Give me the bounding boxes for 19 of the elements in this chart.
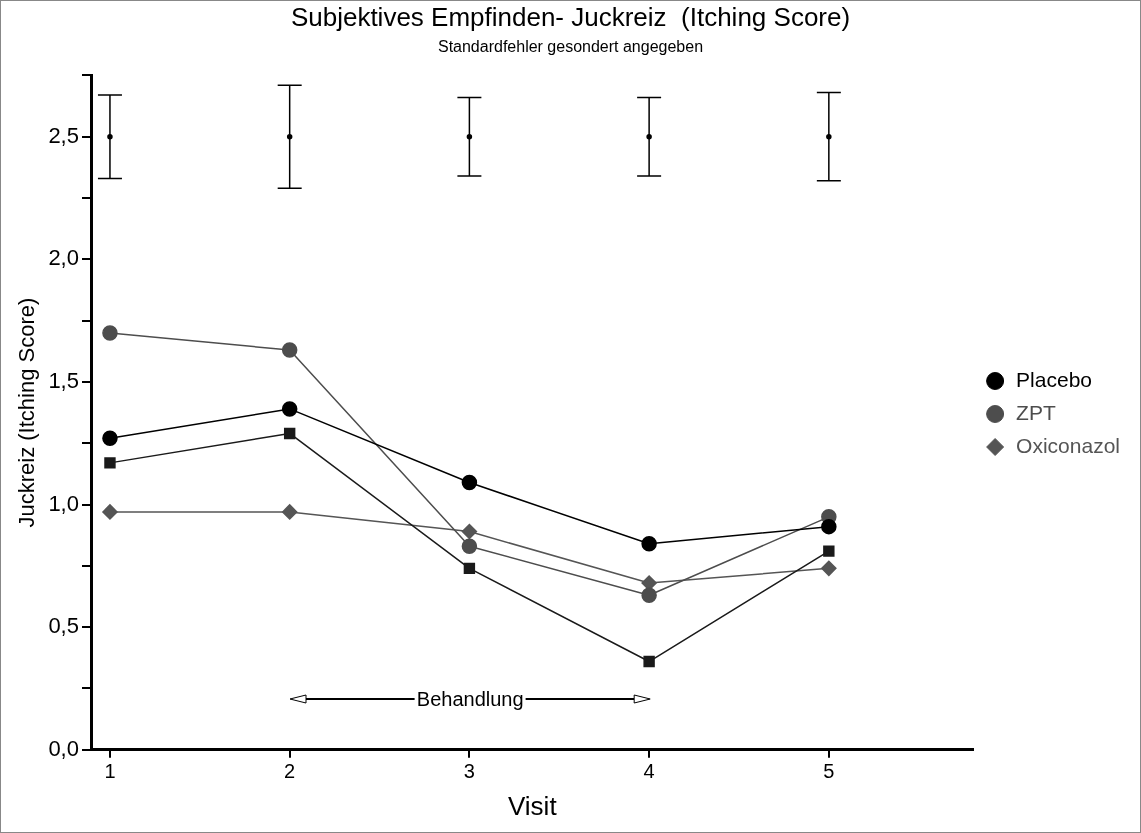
y-tick-label: 2,5 bbox=[48, 122, 79, 148]
y-tick-label: 0,5 bbox=[48, 613, 79, 639]
y-tick-label: 0,0 bbox=[48, 735, 79, 761]
chart-title: Subjektives Empfinden- Juckreiz (Itching Score) bbox=[290, 1, 851, 32]
y-axis-title: Juckreiz (Itching Score) bbox=[14, 297, 40, 528]
y-tick-label: 2,0 bbox=[48, 245, 79, 271]
x-tick-label: 3 bbox=[463, 760, 475, 783]
legend-label: Oxiconazol bbox=[1016, 433, 1121, 457]
chart-subtitle: Standardfehler gesondert angegeben bbox=[437, 38, 704, 56]
y-tick-label: 1,0 bbox=[48, 490, 79, 516]
legend-label: ZPT bbox=[1016, 400, 1056, 424]
x-tick-label: 1 bbox=[104, 760, 116, 783]
x-tick-label: 2 bbox=[284, 760, 296, 783]
x-axis-title: Visit bbox=[507, 790, 558, 821]
annotation: Behandlung bbox=[414, 687, 526, 711]
x-tick-label: 5 bbox=[823, 760, 835, 783]
y-tick-label: 1,5 bbox=[48, 368, 79, 394]
legend-label: Placebo bbox=[1016, 367, 1093, 391]
x-tick-label: 4 bbox=[643, 760, 655, 783]
